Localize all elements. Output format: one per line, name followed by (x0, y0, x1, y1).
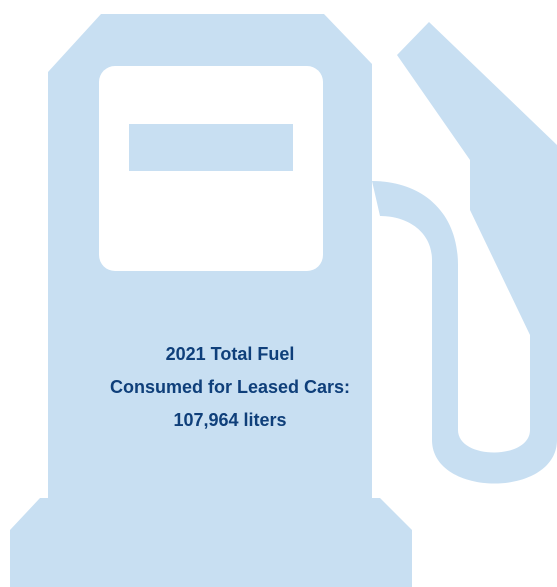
nozzle-handle (397, 22, 557, 335)
caption-line-2: Consumed for Leased Cars: (109, 377, 351, 397)
caption-line-3: 107,964 liters (173, 410, 287, 430)
pump-nozzle (372, 22, 557, 484)
pump-display-bar (129, 124, 293, 171)
pump-hose (372, 181, 557, 484)
fuel-caption: 2021 Total Fuel Consumed for Leased Cars… (48, 338, 412, 437)
caption-line-1: 2021 Total Fuel (165, 344, 295, 364)
pump-base (10, 498, 412, 587)
